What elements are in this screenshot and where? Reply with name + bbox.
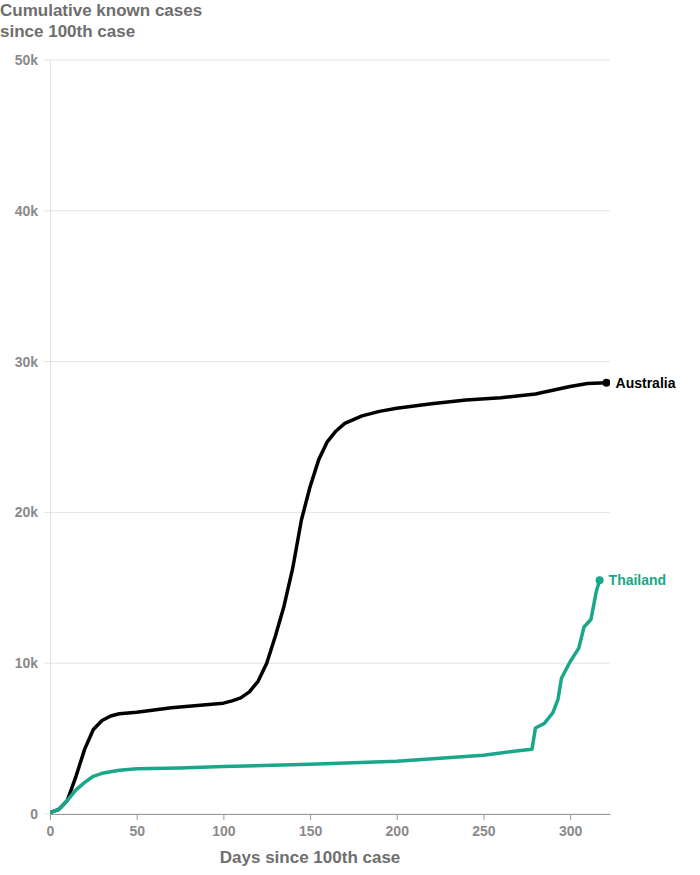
grid-line: [44, 361, 610, 362]
x-tick-mark: [483, 814, 484, 820]
y-tick: 30k: [15, 354, 50, 370]
series-line: [50, 383, 607, 813]
y-tick: 50k: [15, 52, 50, 68]
x-tick-label: 0: [47, 823, 55, 839]
y-tick-label: 10k: [15, 655, 39, 671]
y-tick-label: 30k: [15, 354, 39, 370]
grid-line: [44, 60, 610, 61]
y-tick: 40k: [15, 203, 50, 219]
x-axis-title: Days since 100th case: [220, 848, 401, 867]
end-point: [603, 379, 610, 387]
grid-line: [44, 512, 610, 513]
x-tick-mark: [397, 814, 398, 820]
x-tick-label: 200: [386, 823, 410, 839]
y-tick: 10k: [15, 655, 50, 671]
x-tick: 50: [129, 814, 145, 839]
x-tick-label: 50: [129, 823, 145, 839]
grid-line: [44, 663, 610, 664]
x-axis: 0 50 100 150 200 250 300: [47, 814, 611, 839]
x-tick-label: 100: [212, 823, 236, 839]
series-line: [50, 580, 600, 812]
plot: 0 10k 20k 30k 40k 50k 0 50 100 150 200 250 300 Austra…: [15, 52, 676, 839]
series-label: Thailand: [609, 572, 667, 588]
x-tick-label: 250: [472, 823, 496, 839]
x-tick-mark: [310, 814, 311, 820]
x-tick: 150: [299, 814, 323, 839]
x-tick: 100: [212, 814, 236, 839]
series-label: Australia: [616, 375, 676, 391]
y-tick-label: 20k: [15, 504, 39, 520]
x-tick: 0: [47, 814, 55, 839]
y-tick: 0: [30, 806, 50, 822]
series-labels: Australia Thailand: [609, 375, 676, 589]
grid-line: [44, 814, 610, 815]
y-axis-line: [50, 61, 51, 815]
x-tick-mark: [137, 814, 138, 820]
x-tick-label: 300: [559, 823, 583, 839]
x-tick: 200: [386, 814, 410, 839]
x-tick-label: 150: [299, 823, 323, 839]
chart: 0 10k 20k 30k 40k 50k 0 50 100 150 200 250 300 Austra…: [0, 0, 700, 875]
series-group: [50, 379, 610, 813]
x-tick: 300: [559, 814, 583, 839]
x-tick: 250: [472, 814, 496, 839]
y-tick-label: 40k: [15, 203, 39, 219]
grid-line: [44, 210, 610, 211]
y-tick-label: 0: [30, 806, 38, 822]
y-axis: 0 10k 20k 30k 40k 50k: [15, 52, 51, 822]
y-axis-title: Cumulative known casessince 100th case: [0, 1, 202, 41]
y-tick-label: 50k: [15, 52, 39, 68]
x-axis-line: [51, 814, 611, 815]
grid: [44, 60, 610, 814]
x-tick-mark: [223, 814, 224, 820]
x-tick-mark: [570, 814, 571, 820]
x-tick-mark: [50, 814, 51, 820]
end-point: [596, 576, 604, 584]
y-tick: 20k: [15, 504, 50, 520]
